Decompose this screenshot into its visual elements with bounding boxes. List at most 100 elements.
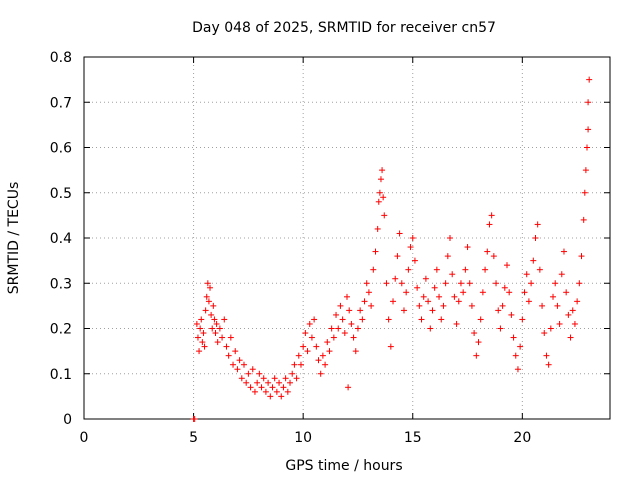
data-point: [403, 289, 410, 296]
data-point: [198, 316, 205, 323]
y-tick-label: 0.4: [50, 231, 72, 247]
data-point: [194, 334, 201, 341]
data-point: [234, 366, 241, 373]
data-point: [499, 302, 506, 309]
data-point: [398, 280, 405, 287]
data-point: [376, 189, 383, 196]
data-point: [361, 298, 368, 305]
data-point: [370, 266, 377, 273]
data-point: [545, 361, 552, 368]
data-point: [400, 307, 407, 314]
data-point: [260, 375, 267, 382]
data-point: [585, 126, 592, 133]
data-point: [359, 316, 366, 323]
data-point: [249, 366, 256, 373]
data-point: [227, 334, 234, 341]
data-point: [510, 334, 517, 341]
data-point: [230, 361, 237, 368]
data-point: [191, 416, 198, 422]
data-point: [567, 334, 574, 341]
data-point: [354, 325, 361, 332]
data-point: [208, 311, 215, 318]
data-point: [438, 316, 445, 323]
data-point: [563, 289, 570, 296]
data-point: [486, 221, 493, 228]
y-tick-label: 0.2: [50, 322, 72, 338]
x-axis: 0 5 10 15 20: [80, 57, 531, 446]
data-point: [405, 266, 412, 273]
data-point: [210, 302, 217, 309]
data-point: [315, 357, 322, 364]
x-tick-label: 5: [189, 430, 198, 446]
data-point: [550, 293, 557, 300]
data-point: [197, 325, 204, 332]
data-point: [519, 316, 526, 323]
data-point: [348, 320, 355, 327]
data-point: [291, 361, 298, 368]
data-point: [517, 343, 524, 350]
data-point: [202, 307, 209, 314]
data-point: [350, 334, 357, 341]
data-point: [556, 320, 563, 327]
data-point: [585, 99, 592, 106]
data-point: [444, 253, 451, 260]
data-point: [497, 325, 504, 332]
data-point: [324, 339, 331, 346]
data-point: [392, 275, 399, 282]
data-point: [547, 325, 554, 332]
data-point: [552, 280, 559, 287]
data-point: [311, 316, 318, 323]
data-point: [322, 361, 329, 368]
x-tick-label: 0: [80, 430, 89, 446]
data-points: [190, 76, 593, 422]
chart-title: Day 048 of 2025, SRMTID for receiver cn5…: [192, 20, 496, 36]
data-point: [541, 330, 548, 337]
data-point: [583, 144, 590, 151]
data-point: [482, 266, 489, 273]
data-point: [380, 194, 387, 201]
data-point: [449, 271, 456, 278]
plot-frame: [83, 56, 611, 420]
data-point: [280, 384, 287, 391]
data-point: [201, 343, 208, 350]
data-point: [385, 316, 392, 323]
data-point: [422, 275, 429, 282]
data-point: [352, 348, 359, 355]
data-point: [374, 225, 381, 232]
data-point: [523, 271, 530, 278]
data-point: [460, 289, 467, 296]
data-point: [506, 289, 513, 296]
data-point: [447, 235, 454, 241]
data-point: [580, 216, 587, 223]
data-point: [345, 384, 352, 391]
data-point: [536, 266, 543, 273]
data-point: [565, 311, 572, 318]
data-point: [219, 334, 226, 341]
data-point: [582, 167, 589, 174]
data-point: [493, 280, 500, 287]
data-point: [214, 339, 221, 346]
data-point: [240, 361, 247, 368]
data-point: [326, 348, 333, 355]
data-point: [488, 212, 495, 219]
y-axis: 0 0.1 0.2 0.3 0.4 0.5 0.6 0.7 0.8: [50, 50, 610, 428]
data-point: [199, 339, 206, 346]
data-point: [525, 298, 532, 305]
data-point: [236, 357, 243, 364]
data-point: [365, 289, 372, 296]
data-point: [455, 298, 462, 305]
data-point: [512, 352, 519, 359]
data-point: [287, 379, 294, 386]
data-point: [232, 348, 239, 355]
data-point: [558, 271, 565, 278]
data-point: [414, 284, 421, 291]
x-tick-label: 15: [404, 430, 422, 446]
data-point: [330, 334, 337, 341]
data-point: [427, 325, 434, 332]
data-point: [484, 248, 491, 255]
data-point: [339, 316, 346, 323]
data-point: [381, 212, 388, 219]
data-point: [581, 189, 588, 196]
y-tick-label: 0.8: [50, 50, 72, 66]
data-point: [440, 302, 447, 309]
